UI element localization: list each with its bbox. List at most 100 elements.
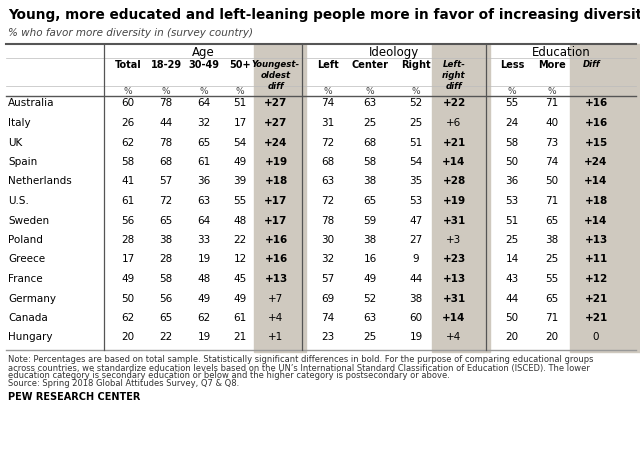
Text: Greece: Greece [8, 255, 45, 264]
Text: +13: +13 [264, 274, 287, 284]
Text: 74: 74 [321, 313, 335, 323]
Text: education category is secondary education or below and the higher category is po: education category is secondary educatio… [8, 372, 450, 380]
Text: 31: 31 [321, 118, 335, 128]
Text: 17: 17 [234, 118, 246, 128]
Text: 33: 33 [197, 235, 211, 245]
Text: 50: 50 [122, 293, 134, 304]
Text: 20: 20 [506, 332, 518, 343]
Text: %: % [365, 87, 374, 96]
Text: 68: 68 [321, 157, 335, 167]
Text: 78: 78 [321, 215, 335, 226]
Text: 72: 72 [159, 196, 173, 206]
Text: 43: 43 [506, 274, 518, 284]
Text: +21: +21 [584, 293, 607, 304]
Text: 59: 59 [364, 215, 376, 226]
Text: +16: +16 [264, 235, 287, 245]
Text: 25: 25 [506, 235, 518, 245]
Bar [432, 44, 490, 351]
Text: %: % [124, 87, 132, 96]
Text: 25: 25 [545, 255, 559, 264]
Text: 36: 36 [197, 176, 211, 187]
Text: 72: 72 [321, 196, 335, 206]
Text: 55: 55 [506, 98, 518, 109]
Text: UK: UK [8, 138, 22, 147]
Text: +14: +14 [442, 157, 466, 167]
Text: More: More [538, 60, 566, 70]
Text: 49: 49 [234, 293, 246, 304]
Text: 54: 54 [234, 138, 246, 147]
Text: 50: 50 [506, 313, 518, 323]
Text: % who favor more diversity in (survey country): % who favor more diversity in (survey co… [8, 28, 253, 38]
Text: 30: 30 [321, 235, 335, 245]
Text: +6: +6 [446, 118, 461, 128]
Text: %: % [200, 87, 208, 96]
Text: Youngest-
oldest
diff: Youngest- oldest diff [252, 60, 300, 91]
Text: 61: 61 [234, 313, 246, 323]
Text: 48: 48 [197, 274, 211, 284]
Text: 65: 65 [159, 215, 173, 226]
Text: +28: +28 [442, 176, 466, 187]
Text: +22: +22 [442, 98, 466, 109]
Text: 62: 62 [197, 313, 211, 323]
Text: 65: 65 [364, 196, 376, 206]
Text: 36: 36 [506, 176, 518, 187]
Text: 73: 73 [545, 138, 559, 147]
Text: Education: Education [532, 46, 590, 59]
Text: across countries, we standardize education levels based on the UN’s Internationa: across countries, we standardize educati… [8, 364, 590, 373]
Text: 60: 60 [410, 313, 422, 323]
Text: +16: +16 [584, 98, 607, 109]
Bar [570, 44, 640, 351]
Text: 44: 44 [410, 274, 422, 284]
Text: 28: 28 [122, 235, 134, 245]
Text: 58: 58 [122, 157, 134, 167]
Text: Italy: Italy [8, 118, 31, 128]
Text: 22: 22 [234, 235, 246, 245]
Text: 56: 56 [122, 215, 134, 226]
Text: +4: +4 [268, 313, 284, 323]
Text: 30-49: 30-49 [189, 60, 220, 70]
Text: 49: 49 [364, 274, 376, 284]
Text: 62: 62 [122, 313, 134, 323]
Text: 71: 71 [545, 196, 559, 206]
Text: 61: 61 [197, 157, 211, 167]
Text: 78: 78 [159, 98, 173, 109]
Text: Germany: Germany [8, 293, 56, 304]
Text: +14: +14 [584, 215, 608, 226]
Text: 71: 71 [545, 98, 559, 109]
Text: 61: 61 [122, 196, 134, 206]
Text: 44: 44 [506, 293, 518, 304]
Text: 38: 38 [159, 235, 173, 245]
Text: U.S.: U.S. [8, 196, 29, 206]
Text: 52: 52 [364, 293, 376, 304]
Text: 58: 58 [364, 157, 376, 167]
Text: +24: +24 [584, 157, 608, 167]
Text: Hungary: Hungary [8, 332, 52, 343]
Text: Center: Center [351, 60, 388, 70]
Text: 12: 12 [234, 255, 246, 264]
Text: 19: 19 [197, 332, 211, 343]
Text: 40: 40 [545, 118, 559, 128]
Text: +23: +23 [442, 255, 466, 264]
Text: 50: 50 [506, 157, 518, 167]
Text: Spain: Spain [8, 157, 37, 167]
Text: +17: +17 [264, 196, 288, 206]
Text: 39: 39 [234, 176, 246, 187]
Text: Less: Less [500, 60, 524, 70]
Text: +21: +21 [584, 313, 607, 323]
Text: 0: 0 [593, 332, 599, 343]
Text: 25: 25 [410, 118, 422, 128]
Text: 48: 48 [234, 215, 246, 226]
Text: %: % [162, 87, 170, 96]
Text: Left-
right
diff: Left- right diff [442, 60, 466, 91]
Text: %: % [412, 87, 420, 96]
Text: Ideology: Ideology [369, 46, 419, 59]
Text: +7: +7 [268, 293, 284, 304]
Text: 78: 78 [159, 138, 173, 147]
Text: +31: +31 [442, 215, 466, 226]
Text: 49: 49 [234, 157, 246, 167]
Text: 51: 51 [410, 138, 422, 147]
Text: 53: 53 [506, 196, 518, 206]
Text: 35: 35 [410, 176, 422, 187]
Text: 63: 63 [321, 176, 335, 187]
Text: +17: +17 [264, 215, 288, 226]
